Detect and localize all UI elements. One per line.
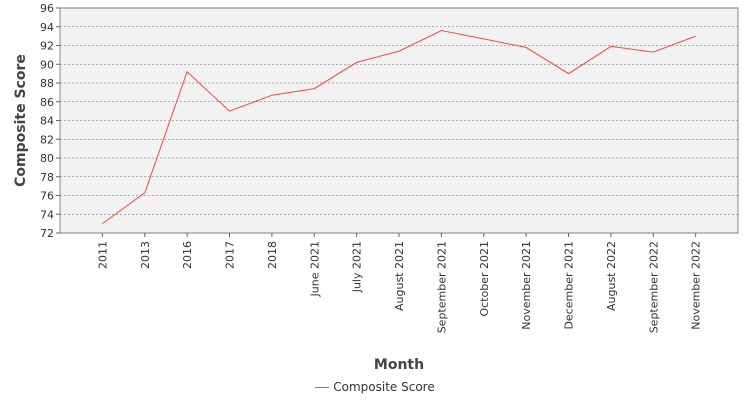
gridlines [60,7,738,234]
y-tick-label: 82 [40,133,54,146]
y-tick-label: 92 [40,40,54,53]
y-tick-label: 94 [40,21,54,34]
y-tick-label: 72 [40,227,54,240]
legend-swatch-composite-score [315,387,330,388]
x-tick-label: September 2021 [435,241,448,333]
y-tick-label: 96 [40,2,54,15]
y-tick-labels: 72 74 76 78 80 82 84 86 88 90 92 94 96 [40,2,60,240]
y-tick-label: 84 [40,115,54,128]
y-tick-label: 74 [40,208,54,221]
x-tick-label: 2013 [139,241,152,269]
x-tick-labels: 2011 2013 2016 2017 2018 June 2021 July 2021 Au… [96,233,703,333]
x-tick-label: 2018 [266,241,279,269]
x-tick-label: 2011 [96,241,109,269]
y-tick-label: 90 [40,58,54,71]
legend: Composite Score [0,380,750,394]
x-tick-label: September 2022 [647,241,660,333]
x-tick-label: 2016 [181,241,194,269]
x-tick-label: November 2022 [690,241,703,330]
y-tick-label: 78 [40,171,54,184]
series-line-composite-score [102,29,696,225]
y-axis-title: Composite Score [13,54,29,187]
x-axis-title: Month [374,357,424,373]
x-tick-label: August 2022 [605,241,618,311]
x-tick-label: December 2021 [563,241,576,330]
x-tick-label: June 2021 [308,241,321,297]
y-tick-label: 88 [40,77,54,90]
x-tick-label: October 2021 [478,241,491,317]
x-tick-label: August 2021 [393,241,406,311]
x-tick-label: November 2021 [520,241,533,330]
legend-label-composite-score: Composite Score [333,380,435,394]
y-tick-label: 80 [40,152,54,165]
x-tick-label: 2017 [224,241,237,269]
y-tick-label: 86 [40,96,54,109]
x-tick-label: July 2021 [351,241,364,293]
y-tick-label: 76 [40,190,54,203]
